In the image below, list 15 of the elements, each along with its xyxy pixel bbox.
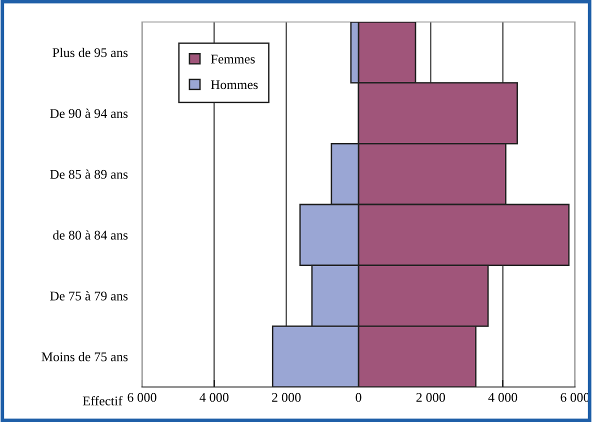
x-tick-label: 2 000 <box>416 392 446 402</box>
x-tick-label: 6 000 <box>128 392 156 402</box>
y-tick-label: Plus de 95 ans <box>52 48 128 58</box>
y-tick-label: De 85 à 89 ans <box>50 169 128 179</box>
x-tick-label: 4 000 <box>200 392 229 402</box>
x-tick-label: 2 000 <box>272 392 301 402</box>
x-tick-label: 0 <box>356 392 362 402</box>
legend-label: Hommes <box>210 80 258 90</box>
x-axis-title: Effectif <box>82 396 123 406</box>
legend-label: Femmes <box>210 54 255 64</box>
x-tick-label: 4 000 <box>488 392 518 402</box>
y-tick-label: De 75 à 79 ans <box>50 291 128 300</box>
y-tick-label: Moins de 75 ans <box>42 352 128 362</box>
y-tick-label: de 80 à 84 ans <box>53 230 128 240</box>
y-tick-label: De 90 à 94 ans <box>50 108 128 118</box>
